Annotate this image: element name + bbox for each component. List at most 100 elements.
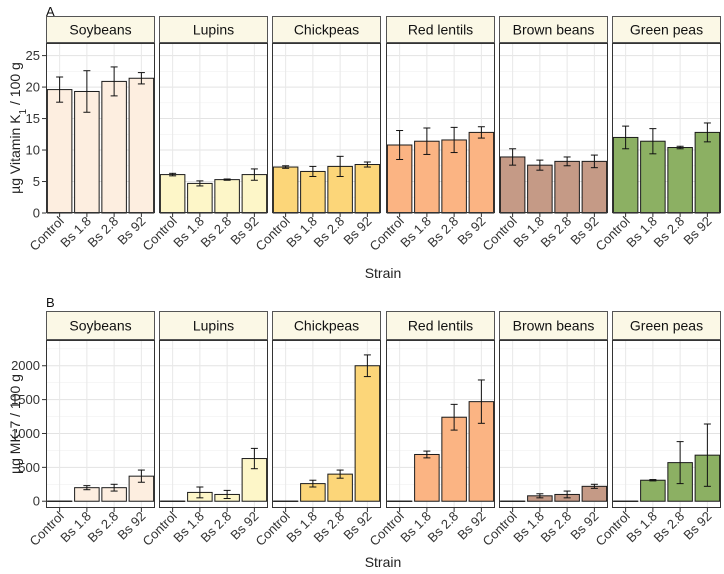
bar-green-peas-bs-2-8: [667, 147, 693, 214]
x-tick-label: Control: [592, 508, 632, 548]
y-tick-label: 15: [26, 111, 40, 126]
bar-lupins-control: [159, 174, 186, 214]
x-axis-title: Strain: [365, 554, 402, 570]
y-axis-title: µg Vitamin K1 / 100 g: [7, 62, 29, 194]
facet-strip: [46, 311, 155, 340]
bar-green-peas-bs-1-8: [640, 479, 666, 502]
x-tick-label: Bs 92: [680, 214, 714, 248]
x-tick-label: Bs 2.8: [85, 214, 122, 251]
x-tick-label: Control: [479, 508, 519, 548]
y-axis-title-main: µg Vitamin K: [7, 114, 23, 194]
facet-strip: [499, 16, 608, 43]
panel-border: [272, 43, 381, 213]
facet-strip-label: Green peas: [630, 22, 703, 38]
x-tick-label: Bs 2.8: [651, 509, 688, 546]
y-tick-label: 500: [18, 460, 40, 475]
x-tick-label: Control: [139, 213, 179, 253]
facet-strip: [159, 16, 268, 43]
facet-strip-label: Green peas: [630, 318, 703, 334]
y-axis-title: µg MK-7 / 100 g: [7, 374, 23, 474]
y-tick-label: 25: [26, 48, 40, 63]
facet-strip: [612, 16, 721, 43]
x-tick-label: Bs 2.8: [538, 214, 575, 251]
panel-border: [272, 340, 381, 508]
panel-border: [159, 43, 268, 213]
bar-brown-beans-bs-2-8: [554, 160, 580, 214]
bar-brown-beans-bs-1-8: [527, 164, 553, 214]
facet-strip-label: Chickpeas: [294, 318, 359, 334]
x-tick-label: Control: [252, 213, 292, 253]
bar-chickpeas-bs-1-8: [300, 170, 326, 214]
x-tick-label: Bs 2.8: [198, 509, 235, 546]
x-tick-label: Bs 92: [680, 509, 714, 543]
x-tick-label: Bs 2.8: [311, 214, 348, 251]
y-tick-label: 2000: [11, 358, 40, 373]
y-tick-label: 0: [33, 494, 40, 509]
facet-strip-label: Lupins: [193, 318, 234, 334]
facet-strip: [159, 311, 268, 340]
bar-soybeans-control: [46, 89, 73, 214]
facet-strip-label: Brown beans: [513, 22, 595, 38]
bar-lupins-bs-92: [241, 174, 268, 214]
facet-strip: [612, 311, 721, 340]
y-axis-title-suffix: / 100 g: [7, 62, 23, 109]
x-axis-title: Strain: [365, 265, 402, 281]
panel-border: [612, 43, 721, 213]
panel-border: [386, 340, 495, 508]
panel-border: [46, 43, 155, 213]
y-tick-label: 20: [26, 80, 40, 95]
x-tick-label: Bs 2.8: [538, 509, 575, 546]
panel-border: [499, 43, 608, 213]
facet-strip-label: Brown beans: [513, 318, 595, 334]
facet-strip: [272, 16, 381, 43]
panel-border: [386, 43, 495, 213]
bar-red-lentils-bs-92: [468, 131, 495, 214]
facet-strip: [499, 311, 608, 340]
x-tick-label: Bs 2.8: [85, 509, 122, 546]
bar-chickpeas-bs-92: [354, 365, 381, 502]
bar-lupins-bs-2-8: [214, 179, 240, 214]
y-tick-label: 10: [26, 143, 40, 158]
facet-strip: [272, 311, 381, 340]
panel-letter: A: [46, 4, 55, 19]
panel-border: [612, 340, 721, 508]
y-tick-label: 5: [33, 174, 40, 189]
bar-brown-beans-bs-92: [581, 160, 608, 214]
panel-border: [499, 340, 608, 508]
x-tick-label: Control: [252, 508, 292, 548]
panel-border: [159, 340, 268, 508]
x-tick-label: Control: [479, 213, 519, 253]
y-axis-title-subscript: 1: [18, 108, 29, 114]
bar-lupins-bs-1-8: [187, 182, 213, 214]
panel-border: [46, 340, 155, 508]
y-tick-label: 0: [33, 206, 40, 221]
x-tick-label: Bs 2.8: [651, 214, 688, 251]
bar-red-lentils-bs-2-8: [441, 416, 467, 502]
facet-strip: [386, 311, 495, 340]
x-tick-label: Bs 2.8: [425, 509, 462, 546]
facet-strip: [46, 16, 155, 43]
facet-strip-label: Soybeans: [69, 22, 131, 38]
facet-strip-label: Red lentils: [408, 22, 473, 38]
x-tick-label: Control: [366, 213, 406, 253]
bar-soybeans-bs-92: [128, 77, 155, 214]
x-tick-label: Control: [366, 508, 406, 548]
bar-chickpeas-bs-92: [354, 164, 381, 214]
facet-strip-label: Chickpeas: [294, 22, 359, 38]
bar-red-lentils-bs-1-8: [414, 453, 440, 502]
bar-soybeans-bs-2-8: [101, 80, 127, 214]
plot-background: [499, 340, 608, 508]
